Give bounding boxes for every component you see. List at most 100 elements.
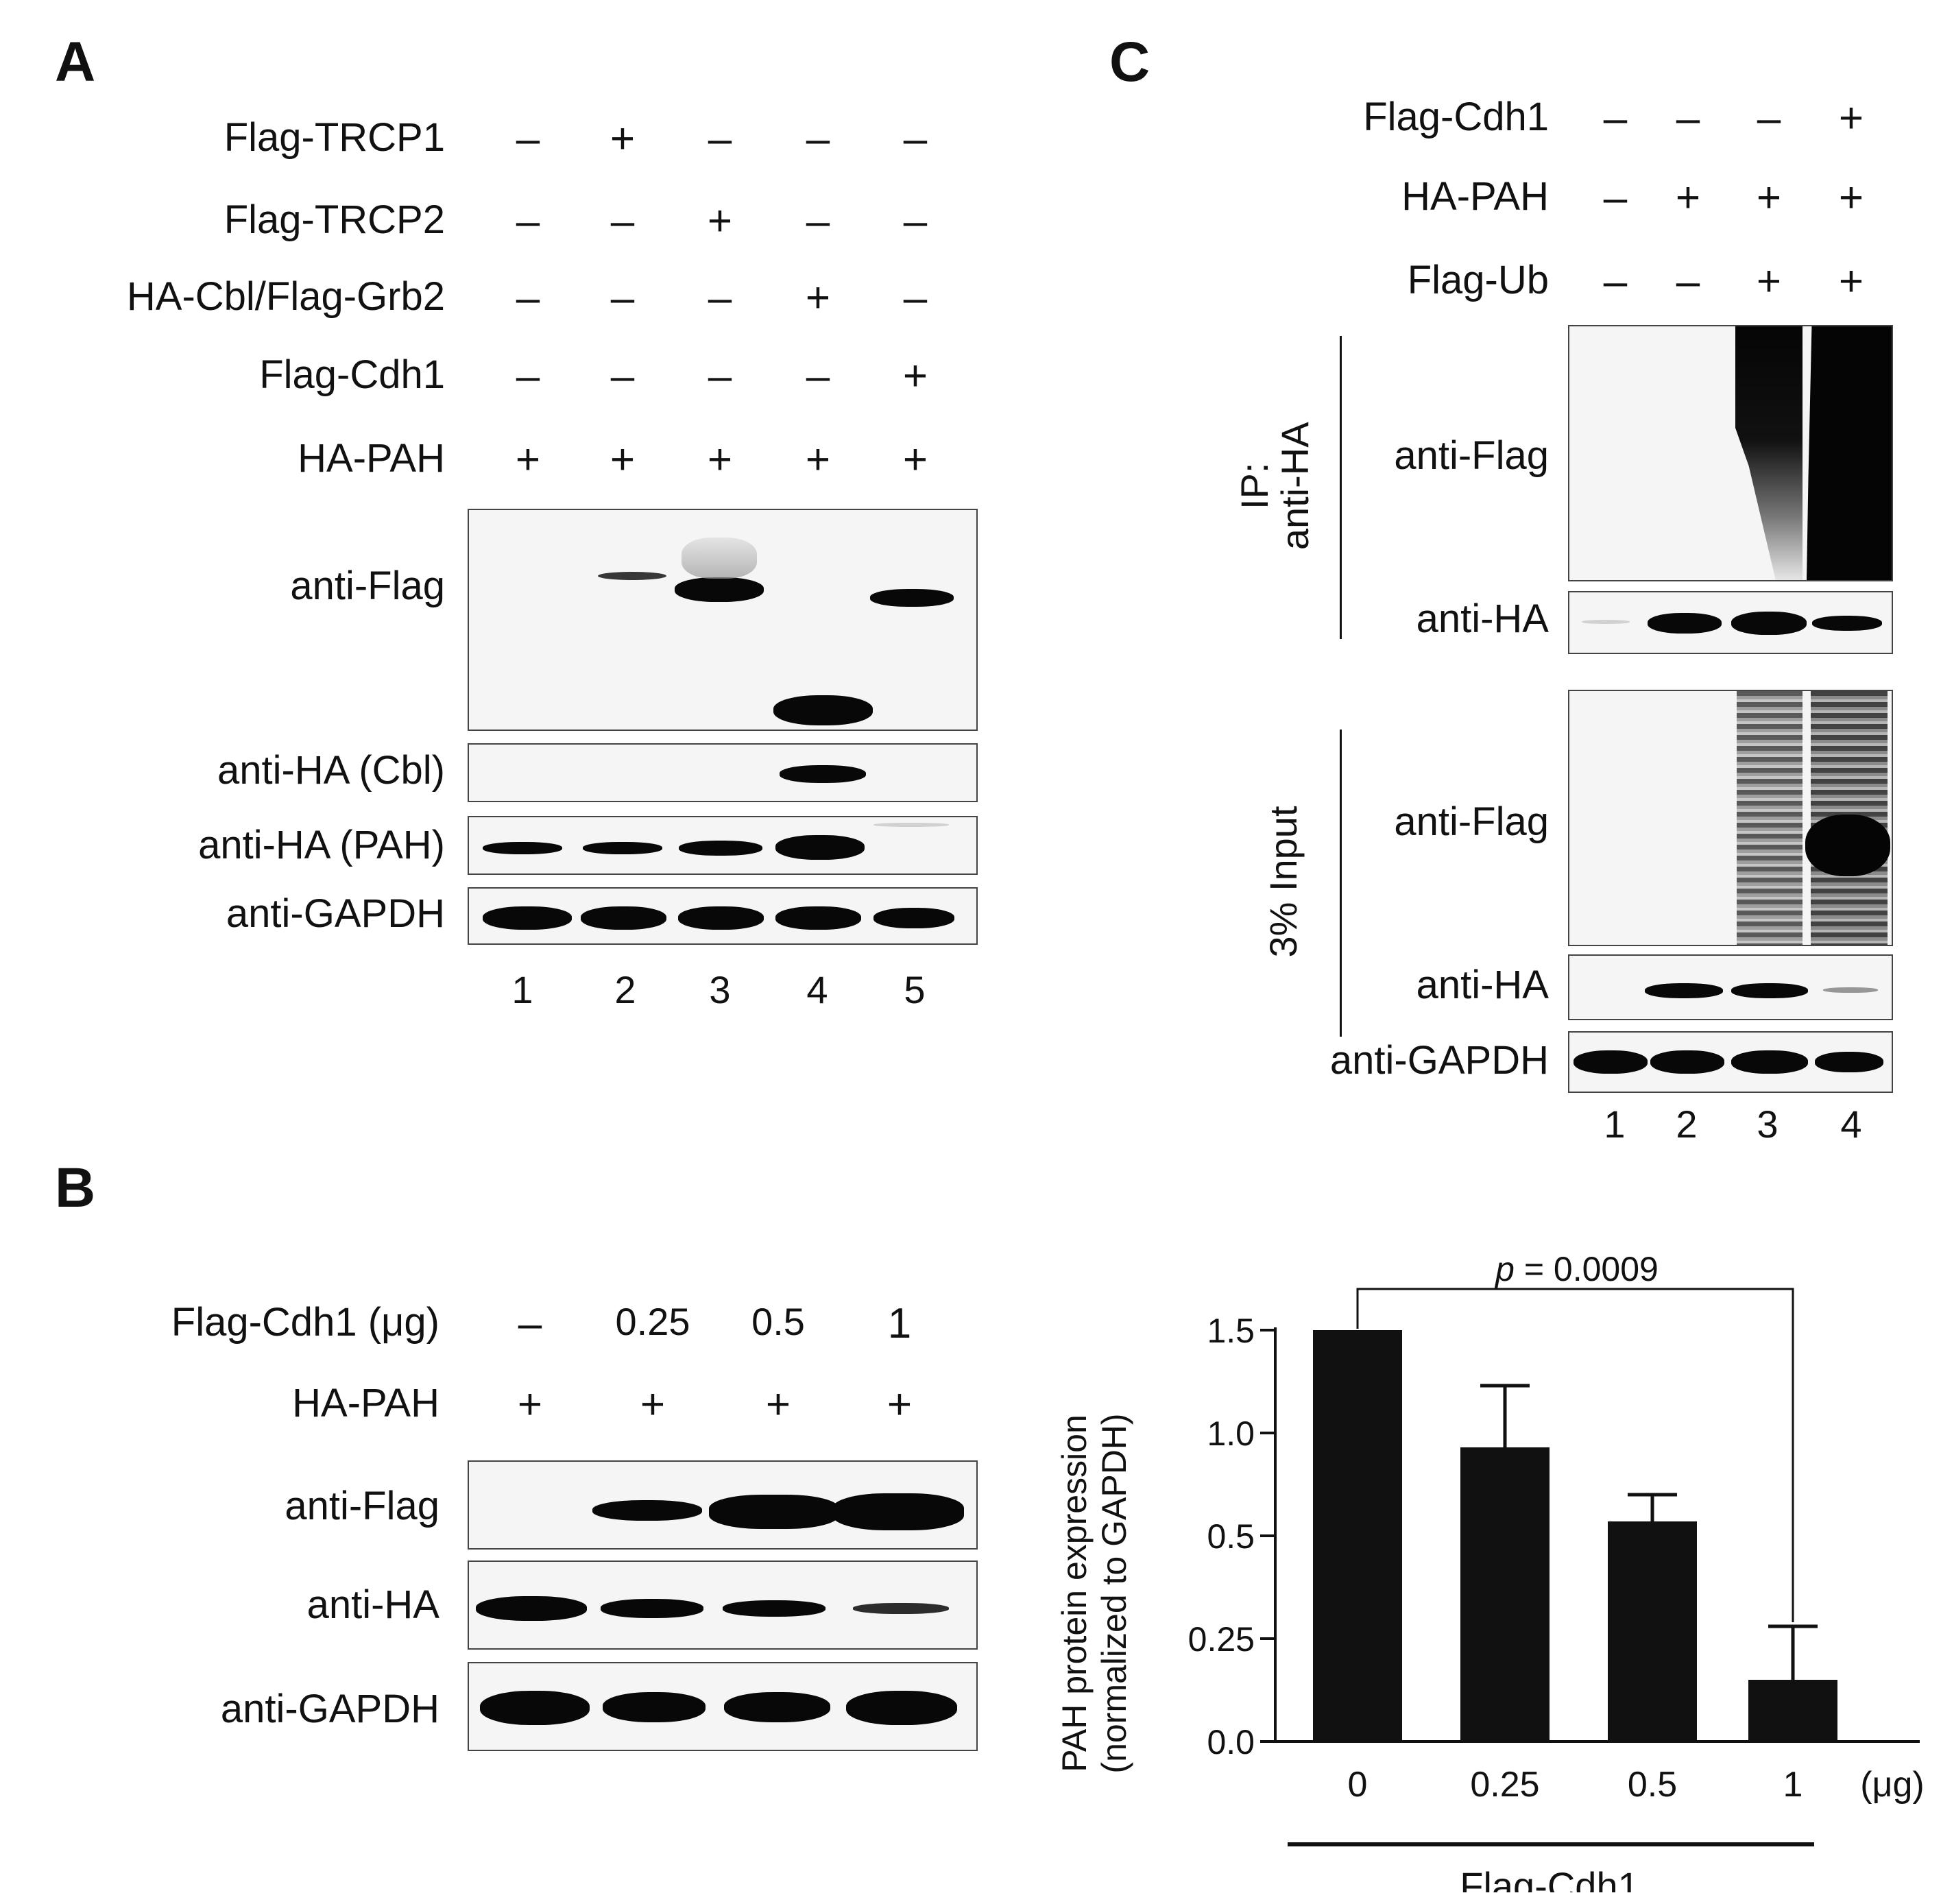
band — [773, 695, 873, 725]
panel-a-symbol-cell: + — [902, 436, 928, 483]
band — [1645, 983, 1723, 998]
band — [853, 1603, 949, 1614]
ip-antibody-label: anti-HA — [1273, 422, 1316, 551]
band — [682, 538, 757, 579]
panel-a-symbol-cell: – — [610, 197, 635, 245]
panel-a-blot-label: anti-HA (PAH) — [198, 823, 445, 867]
panel-c-blot-label: anti-GAPDH — [1329, 1038, 1549, 1083]
band — [873, 908, 954, 928]
blot-b-anti-gapdh — [468, 1662, 978, 1751]
blot-c-input-anti-flag — [1568, 690, 1893, 946]
chart-ylabel-line2: (normalized to GAPDH) — [1095, 1413, 1133, 1774]
band — [873, 823, 949, 827]
chart-ylabel-line1: PAH protein expression — [1055, 1414, 1094, 1772]
panel-c-row-label: Flag-Ub — [1407, 258, 1549, 302]
panel-c-symbol-cell: + — [1756, 174, 1782, 221]
panel-c-symbol-cell: – — [1676, 258, 1700, 305]
panel-a-symbol-cell: + — [610, 436, 636, 483]
blot-a-anti-flag — [468, 509, 978, 731]
panel-c-lane-number: 3 — [1757, 1102, 1779, 1146]
panel-a-lane-number: 2 — [614, 968, 636, 1011]
band — [1805, 815, 1890, 876]
band — [780, 765, 866, 783]
band — [724, 1692, 830, 1722]
band — [1731, 983, 1808, 998]
panel-a-symbol-cell: – — [516, 115, 540, 162]
blot-c-input-anti-ha — [1568, 954, 1893, 1020]
band — [1648, 613, 1722, 634]
panel-c-symbol-cell: – — [1603, 258, 1628, 305]
band — [598, 572, 666, 580]
x-unit-label: (μg) — [1860, 1765, 1925, 1805]
y-tick-label: 1.5 — [1207, 1312, 1255, 1350]
blot-a-anti-ha-pah — [468, 816, 978, 875]
y-tick-label: 0.0 — [1207, 1723, 1255, 1761]
x-tick-label: 1 — [1783, 1765, 1803, 1805]
panel-c-blot-label: anti-Flag — [1394, 799, 1549, 844]
blot-c-ip-anti-flag — [1568, 325, 1893, 581]
band — [832, 1493, 964, 1530]
band — [679, 841, 762, 856]
x-tick-label: 0.25 — [1470, 1765, 1539, 1805]
band — [581, 906, 666, 930]
bar — [1460, 1447, 1550, 1742]
band — [1815, 1052, 1883, 1072]
panel-a-row-label: Flag-TRCP1 — [224, 115, 445, 160]
band — [483, 842, 562, 854]
panel-c-symbol-cell: – — [1757, 95, 1781, 142]
panel-c-symbol-cell: – — [1676, 95, 1700, 142]
panel-b-symbol-cell: + — [517, 1381, 543, 1428]
p-value-annotation: p = 0.0009 — [1494, 1250, 1659, 1288]
panel-b-symbol-cell: + — [765, 1381, 791, 1428]
band — [775, 906, 861, 930]
panel-b-symbol-cell: + — [887, 1381, 913, 1428]
blot-b-anti-ha — [468, 1560, 978, 1650]
band — [483, 906, 572, 930]
panel-a-label: A — [55, 31, 96, 93]
panel-a-blot-label: anti-HA (Cbl) — [217, 748, 445, 793]
panel-a-row-label: HA-PAH — [298, 436, 445, 481]
band — [1731, 1050, 1808, 1074]
panel-c-blot-label: anti-Flag — [1394, 433, 1549, 478]
panel-c-symbol-cell: + — [1838, 174, 1864, 221]
panel-b-symbol-cell: – — [518, 1300, 542, 1347]
panel-b-label: B — [55, 1157, 96, 1219]
smear — [1735, 326, 1803, 580]
panel-c-symbol-cell: + — [1756, 258, 1782, 305]
panel-c-lane-number: 4 — [1840, 1102, 1862, 1146]
panel-c-label: C — [1109, 31, 1150, 93]
band — [1582, 620, 1630, 624]
blot-a-anti-ha-cbl — [468, 743, 978, 802]
input-group-bracket — [1340, 730, 1342, 1037]
panel-a-symbol-cell: + — [610, 115, 636, 162]
panel-c-lane-number: 1 — [1604, 1102, 1626, 1146]
smear — [1737, 691, 1803, 945]
panel-a-symbol-cell: – — [516, 352, 540, 400]
panel-a-lane-number: 4 — [806, 968, 828, 1011]
panel-a-symbol-cell: – — [903, 115, 928, 162]
ip-group-label: IP: anti-HA — [1233, 363, 1316, 610]
panel-a-lane-number: 3 — [709, 968, 731, 1011]
panel-b-row-label: HA-PAH — [292, 1381, 439, 1425]
panel-c-symbol-cell: + — [1675, 174, 1701, 221]
panel-b-row-label: Flag-Cdh1 (μg) — [171, 1300, 439, 1345]
bar — [1608, 1521, 1697, 1742]
panel-b-blot-label: anti-GAPDH — [220, 1687, 439, 1731]
band — [480, 1691, 590, 1725]
panel-c-blot-label: anti-HA — [1416, 596, 1549, 641]
panel-a-row-label: HA-Cbl/Flag-Grb2 — [126, 274, 445, 319]
blot-b-anti-flag — [468, 1460, 978, 1550]
panel-c-blot-label: anti-HA — [1416, 963, 1549, 1007]
panel-a-row-label: Flag-TRCP2 — [224, 197, 445, 242]
panel-b-symbol-cell: 0.25 — [615, 1300, 690, 1343]
panel-a-symbol-cell: – — [903, 197, 928, 245]
band — [675, 577, 764, 602]
bar — [1748, 1680, 1837, 1742]
panel-a-symbol-cell: – — [806, 352, 830, 400]
panel-a-symbol-cell: + — [805, 274, 831, 322]
panel-b-symbol-cell: 1 — [887, 1300, 912, 1347]
panel-a-symbol-cell: + — [707, 197, 733, 245]
ip-group-bracket — [1340, 336, 1342, 639]
band — [846, 1691, 957, 1725]
panel-a-row-label: Flag-Cdh1 — [259, 352, 445, 397]
